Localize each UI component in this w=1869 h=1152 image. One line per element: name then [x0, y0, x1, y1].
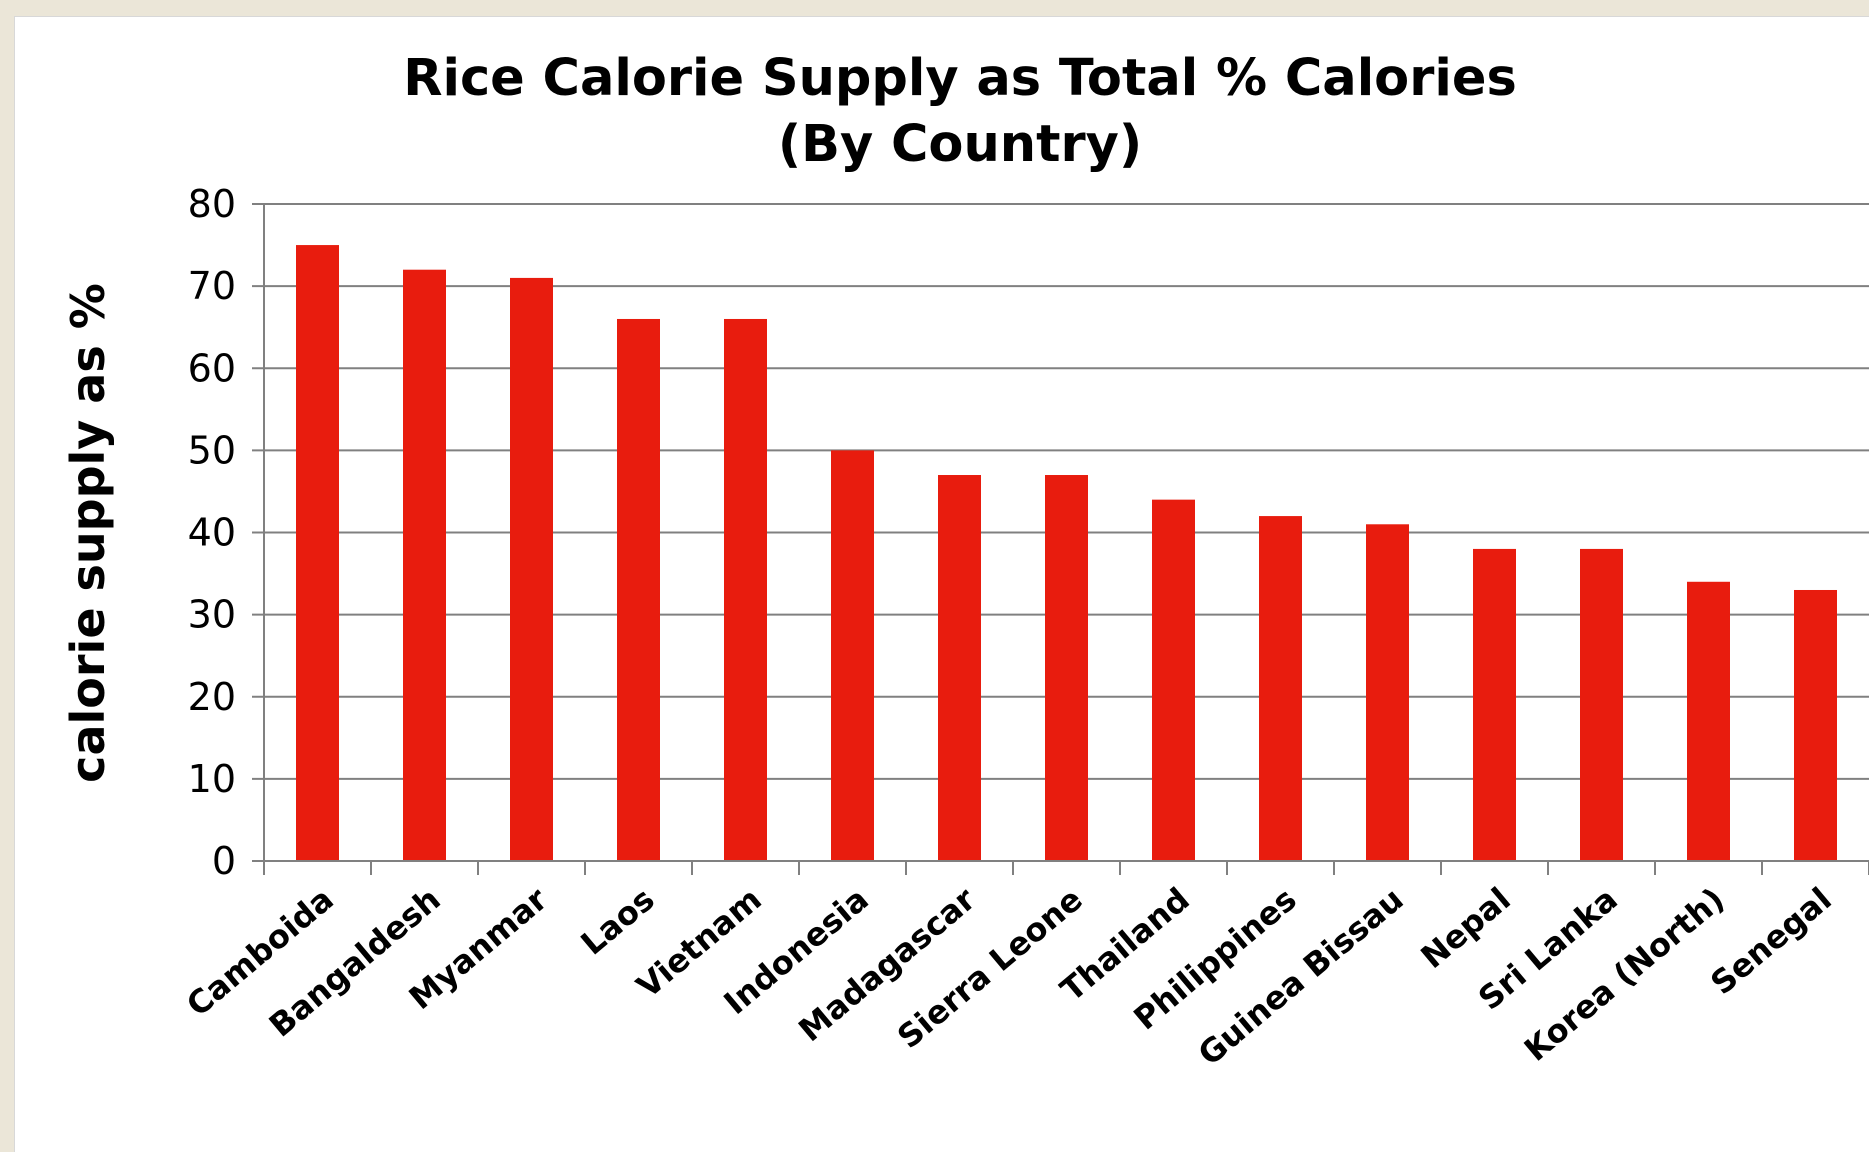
y-tick-label: 10	[188, 757, 236, 801]
bar	[617, 318, 660, 862]
bar	[831, 450, 874, 861]
y-tick-label: 50	[188, 428, 236, 472]
axes	[252, 203, 1869, 875]
bar	[1473, 548, 1516, 861]
bar	[1366, 524, 1409, 861]
y-tick-label: 0	[212, 839, 236, 883]
bar	[724, 318, 767, 862]
chart-title-line-1: Rice Calorie Supply as Total % Calories	[403, 49, 1517, 108]
bar	[403, 269, 446, 861]
bar	[1045, 475, 1088, 861]
x-tick-label: Sierra Leone	[890, 880, 1090, 1056]
x-tick-label: Laos	[574, 880, 662, 962]
y-tick-label: 80	[188, 182, 236, 226]
chart-title: Rice Calorie Supply as Total % Calories …	[0, 46, 1869, 178]
bar	[1794, 589, 1837, 861]
bars	[296, 245, 1837, 862]
y-tick-label: 40	[188, 511, 236, 555]
chart-title-line-2: (By Country)	[777, 115, 1143, 174]
bar	[1580, 548, 1623, 861]
y-tick-label: 60	[188, 346, 236, 390]
bar	[938, 475, 981, 861]
x-tick-label: Korea (North)	[1517, 880, 1732, 1069]
x-tick-label: Senegal	[1703, 880, 1838, 1002]
bar	[1687, 581, 1730, 861]
y-tick-label: 70	[188, 264, 236, 308]
y-tick-label: 20	[188, 675, 236, 719]
bar	[296, 245, 339, 861]
y-tick-label: 30	[188, 593, 236, 637]
bar	[1259, 516, 1302, 861]
bar	[510, 277, 553, 862]
y-axis-label: calorie supply as %	[61, 283, 115, 783]
bar	[1152, 499, 1195, 861]
y-tick-labels: 0 10 20 30 40 50 60 70 80	[188, 182, 236, 883]
